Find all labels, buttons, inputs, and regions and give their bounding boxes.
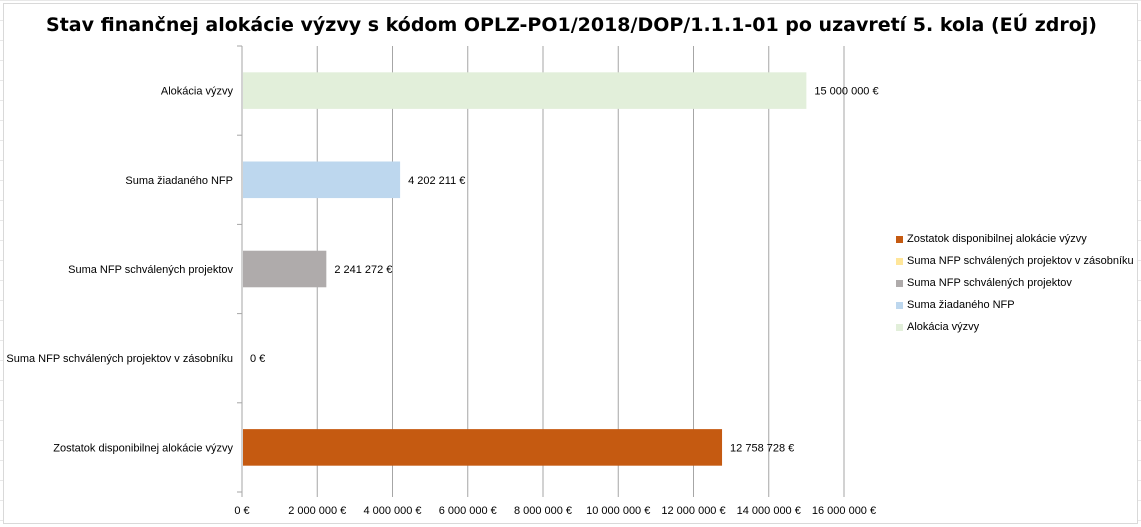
data-label: 2 241 272 € [334, 264, 392, 276]
data-label: 15 000 000 € [814, 86, 878, 98]
legend-swatch [896, 279, 903, 287]
bar [243, 250, 327, 288]
category-label: Suma NFP schválených projektov v zásobní… [6, 353, 233, 365]
legend-label: Suma NFP schválených projektov [907, 277, 1072, 289]
category-label: Suma žiadaného NFP [125, 175, 233, 187]
legend-label: Suma žiadaného NFP [907, 299, 1015, 311]
data-label: 4 202 211 € [408, 175, 465, 187]
x-tick-label: 16 000 000 € [812, 505, 876, 517]
x-tick-label: 2 000 000 € [288, 505, 346, 517]
legend-swatch [896, 323, 903, 331]
data-label: 12 758 728 € [730, 442, 794, 454]
x-tick-label: 4 000 000 € [363, 505, 421, 517]
x-tick-label: 10 000 000 € [586, 505, 650, 517]
chart-area[interactable]: Stav finančnej alokácie výzvy s kódom OP… [3, 3, 1138, 524]
bar [243, 161, 401, 199]
category-label: Alokácia výzvy [161, 86, 234, 98]
chart-title: Stav finančnej alokácie výzvy s kódom OP… [46, 14, 1097, 36]
legend-item[interactable]: Alokácia výzvy [896, 316, 1141, 338]
legend-label: Zostatok disponibilnej alokácie výzvy [907, 233, 1087, 245]
x-tick-label: 0 € [234, 505, 249, 517]
x-tick-label: 12 000 000 € [661, 505, 725, 517]
data-label: 0 € [250, 353, 265, 365]
legend-item[interactable]: Suma NFP schválených projektov [896, 272, 1141, 294]
bar [243, 72, 807, 109]
x-tick-label: 6 000 000 € [439, 505, 497, 517]
x-tick-label: 14 000 000 € [737, 505, 801, 517]
legend-swatch [896, 257, 903, 265]
legend-item[interactable]: Suma žiadaného NFP [896, 294, 1141, 316]
category-label: Suma NFP schválených projektov [68, 264, 233, 276]
legend-label: Alokácia výzvy [907, 321, 980, 333]
legend-item[interactable]: Zostatok disponibilnej alokácie výzvy [896, 228, 1141, 250]
bar [243, 429, 723, 466]
chart-legend[interactable]: Zostatok disponibilnej alokácie výzvy Sum… [896, 228, 1141, 338]
legend-swatch [896, 235, 903, 243]
x-tick-label: 8 000 000 € [514, 505, 572, 517]
legend-label: Suma NFP schválených projektov v zásobní… [907, 255, 1134, 267]
legend-swatch [896, 301, 903, 309]
bar-chart: Alokácia výzvy 15 000 000 € Suma žiadaného… [6, 45, 879, 517]
category-label: Zostatok disponibilnej alokácie výzvy [53, 442, 233, 454]
legend-item[interactable]: Suma NFP schválených projektov v zásobní… [896, 250, 1141, 272]
